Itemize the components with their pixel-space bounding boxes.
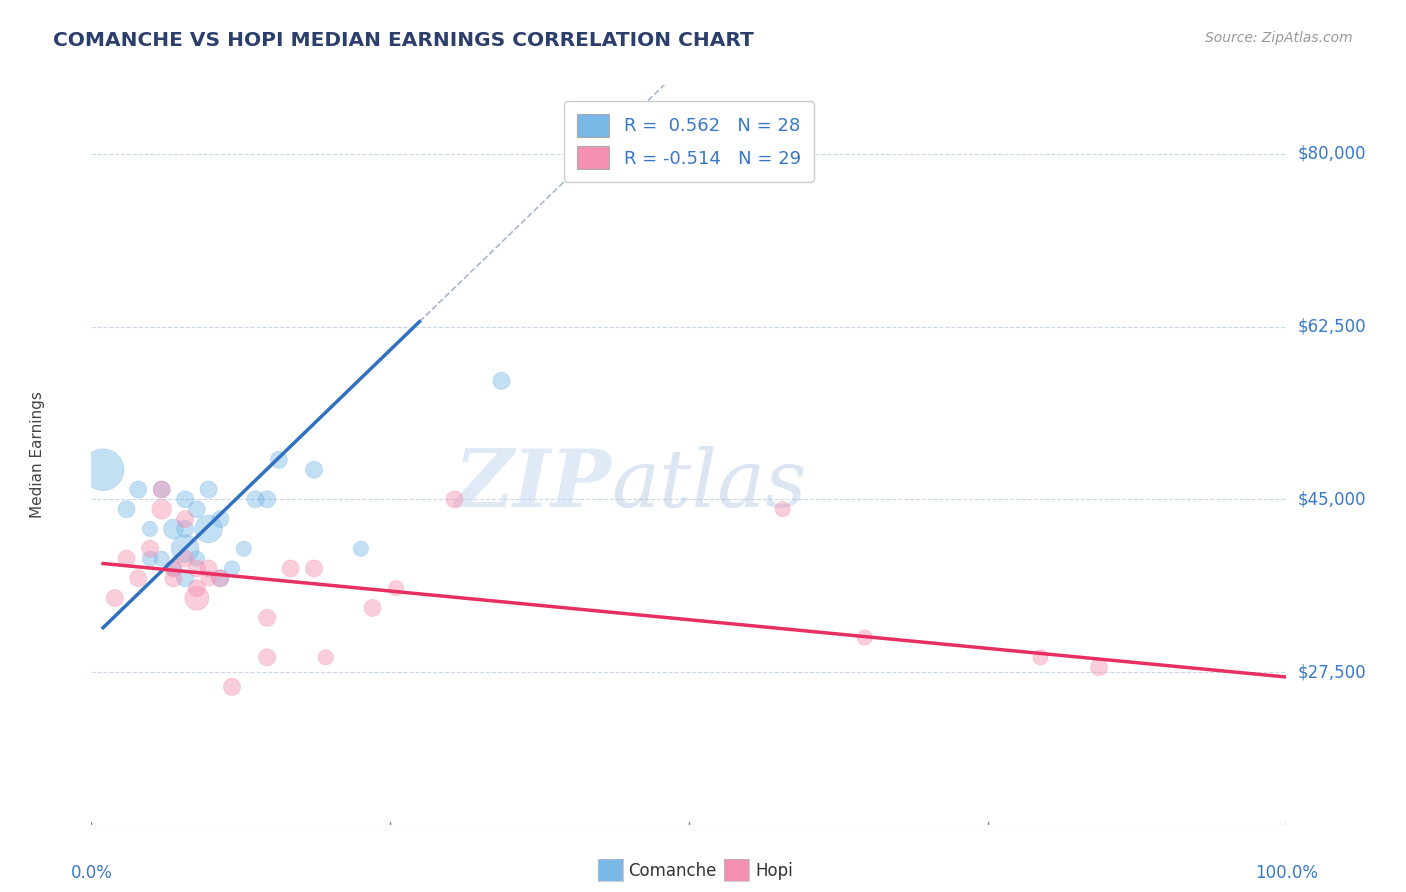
Text: Median Earnings: Median Earnings bbox=[30, 392, 45, 518]
Text: $27,500: $27,500 bbox=[1298, 663, 1367, 681]
Text: atlas: atlas bbox=[612, 446, 807, 524]
Point bbox=[174, 541, 197, 556]
Point bbox=[443, 492, 465, 507]
Point bbox=[256, 611, 278, 625]
Text: 100.0%: 100.0% bbox=[1256, 864, 1317, 882]
Point bbox=[186, 502, 208, 516]
Point bbox=[759, 157, 782, 171]
Point bbox=[150, 502, 173, 516]
Point bbox=[139, 551, 162, 566]
Point bbox=[221, 561, 243, 575]
Point bbox=[232, 541, 254, 556]
Point bbox=[115, 551, 138, 566]
Point bbox=[162, 571, 184, 585]
Point bbox=[174, 522, 197, 536]
Point bbox=[1088, 660, 1111, 674]
Point bbox=[162, 561, 184, 575]
Point bbox=[853, 631, 876, 645]
Point bbox=[104, 591, 127, 605]
Point bbox=[772, 502, 794, 516]
Point bbox=[256, 650, 278, 665]
Point bbox=[280, 561, 302, 575]
Point bbox=[91, 463, 114, 477]
Text: Hopi: Hopi bbox=[755, 862, 793, 880]
Text: ZIP: ZIP bbox=[454, 446, 612, 524]
Point bbox=[162, 522, 184, 536]
Text: $80,000: $80,000 bbox=[1298, 145, 1367, 163]
Point bbox=[150, 483, 173, 497]
Point bbox=[139, 522, 162, 536]
Point bbox=[221, 680, 243, 694]
Point bbox=[186, 561, 208, 575]
Point bbox=[139, 541, 162, 556]
Text: Comanche: Comanche bbox=[628, 862, 717, 880]
Point bbox=[197, 561, 219, 575]
Point bbox=[186, 551, 208, 566]
Point bbox=[361, 601, 384, 615]
Point bbox=[491, 374, 513, 388]
Point bbox=[385, 581, 408, 595]
Point bbox=[315, 650, 337, 665]
Text: COMANCHE VS HOPI MEDIAN EARNINGS CORRELATION CHART: COMANCHE VS HOPI MEDIAN EARNINGS CORRELA… bbox=[53, 31, 754, 50]
Legend: R =  0.562   N = 28, R = -0.514   N = 29: R = 0.562 N = 28, R = -0.514 N = 29 bbox=[564, 101, 814, 182]
Point bbox=[127, 571, 149, 585]
Point bbox=[302, 463, 325, 477]
Point bbox=[1029, 650, 1052, 665]
Point bbox=[150, 483, 173, 497]
Point bbox=[209, 512, 232, 526]
Point bbox=[174, 492, 197, 507]
Point bbox=[197, 571, 219, 585]
Point bbox=[209, 571, 232, 585]
Point bbox=[302, 561, 325, 575]
Point bbox=[197, 522, 219, 536]
Point bbox=[197, 483, 219, 497]
Point bbox=[174, 512, 197, 526]
Point bbox=[256, 492, 278, 507]
Point bbox=[209, 571, 232, 585]
Text: Source: ZipAtlas.com: Source: ZipAtlas.com bbox=[1205, 31, 1353, 45]
Text: 0.0%: 0.0% bbox=[70, 864, 112, 882]
Text: $62,500: $62,500 bbox=[1298, 318, 1367, 335]
Point bbox=[245, 492, 267, 507]
Text: $45,000: $45,000 bbox=[1298, 491, 1367, 508]
Point bbox=[174, 551, 197, 566]
Point bbox=[186, 591, 208, 605]
Point bbox=[174, 571, 197, 585]
Point bbox=[350, 541, 373, 556]
Point bbox=[186, 581, 208, 595]
Point bbox=[127, 483, 149, 497]
Point bbox=[267, 453, 290, 467]
Point bbox=[162, 561, 184, 575]
Point bbox=[115, 502, 138, 516]
Point bbox=[150, 551, 173, 566]
